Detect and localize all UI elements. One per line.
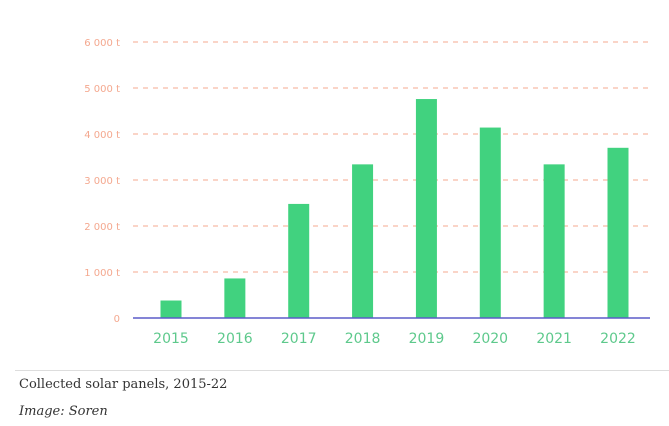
x-category-label: 2019 <box>409 331 445 347</box>
bar-2018 <box>352 164 374 318</box>
x-category-label: 2018 <box>345 331 381 347</box>
bar-2017 <box>288 203 310 318</box>
bars <box>160 99 629 318</box>
y-tick-label: 1 000 t <box>84 268 120 279</box>
gridlines <box>133 41 650 273</box>
x-category-label: 2015 <box>153 331 189 347</box>
caption-divider <box>15 370 669 371</box>
bar-2016 <box>224 278 246 318</box>
bar-chart: 0 1 000 t 2 000 t 3 000 t 4 000 t 5 000 t 6 00… <box>84 38 650 347</box>
bar-2019 <box>415 99 437 318</box>
x-category-label: 2022 <box>600 331 636 347</box>
x-category-label: 2021 <box>536 331 572 347</box>
x-category-label: 2016 <box>217 331 253 347</box>
y-tick-label: 6 000 t <box>84 38 120 49</box>
y-tick-label: 4 000 t <box>84 130 120 141</box>
x-category-label: 2020 <box>472 331 508 347</box>
y-tick-label: 0 <box>114 314 120 325</box>
y-axis-tick-labels: 0 1 000 t 2 000 t 3 000 t 4 000 t 5 000 t 6 00… <box>84 38 120 325</box>
image-credit: Image: Soren <box>19 404 108 419</box>
y-tick-label: 2 000 t <box>84 222 120 233</box>
bar-2020 <box>479 127 501 318</box>
y-tick-label: 5 000 t <box>84 84 120 95</box>
figure-caption: Collected solar panels, 2015-22 <box>19 377 228 392</box>
x-category-label: 2017 <box>281 331 317 347</box>
bar-2021 <box>543 164 565 318</box>
bar-2022 <box>607 147 629 318</box>
y-tick-label: 3 000 t <box>84 176 120 187</box>
x-axis-category-labels: 2015 2016 2017 2018 2019 2020 2021 2022 <box>153 331 636 347</box>
bar-2015 <box>160 300 182 318</box>
